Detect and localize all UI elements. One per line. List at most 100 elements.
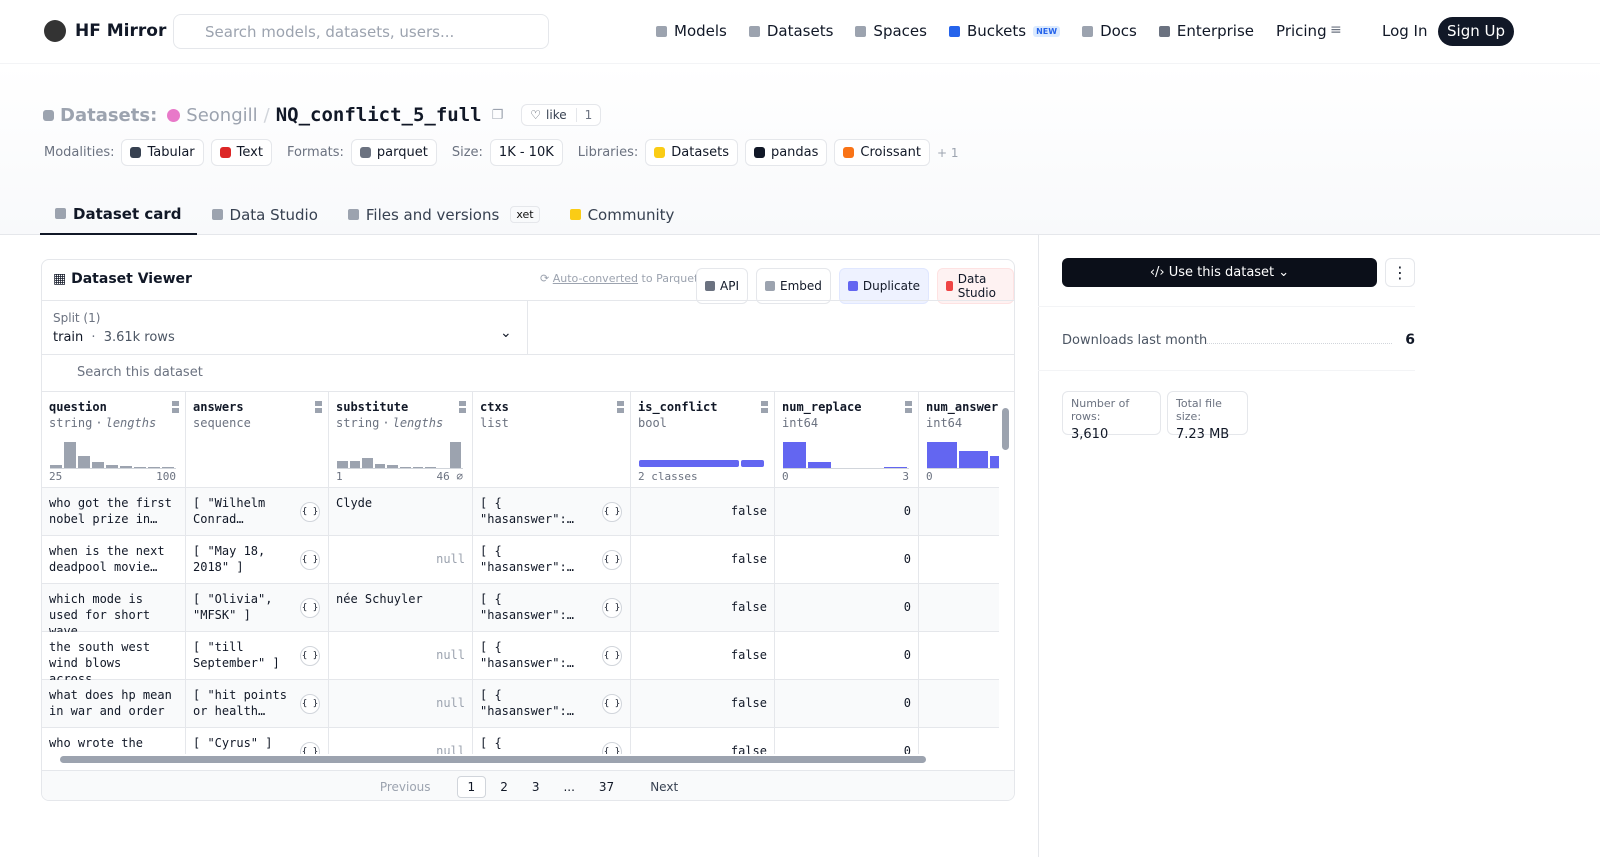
split-row: Split (1) train · 3.61k rows ⌄ xyxy=(42,300,1014,355)
hist-min: 2 classes xyxy=(638,470,698,483)
nav-link-text: Enterprise xyxy=(1176,22,1255,40)
rows-label: Number of rows: xyxy=(1071,397,1130,423)
table-cell: false xyxy=(631,728,775,754)
viewer-button[interactable]: Duplicate xyxy=(838,268,930,304)
tag-group-label: Size: xyxy=(451,145,483,160)
tag-text: Text xyxy=(236,145,263,160)
owner[interactable]: Seongill xyxy=(186,104,258,126)
viewer-button[interactable]: API xyxy=(696,268,748,304)
page-button[interactable]: 1 xyxy=(456,775,487,798)
page-button[interactable]: 3 xyxy=(531,779,540,794)
table-cell: what does hp mean in war and order xyxy=(42,680,186,728)
column-name: answers xyxy=(193,400,244,414)
tag[interactable]: Text xyxy=(210,139,272,166)
hist-bar xyxy=(450,442,461,468)
more-button[interactable]: ⋮ xyxy=(1385,258,1415,287)
hist-min: 25 xyxy=(49,470,63,483)
hist-bar xyxy=(808,462,832,468)
column-name: num_replace xyxy=(782,400,862,414)
hist-bar xyxy=(425,466,436,468)
nav-link[interactable]: Datasets xyxy=(748,22,833,40)
pager-nav[interactable]: Previous xyxy=(379,779,431,794)
json-button[interactable]: { } xyxy=(602,742,622,754)
table-cell: [ "hit points or health…{ } xyxy=(186,680,329,728)
json-button[interactable]: { } xyxy=(300,694,320,714)
table-cell: Clyde xyxy=(329,488,473,536)
tab-text: Data Studio xyxy=(229,205,318,224)
column-type-text: string xyxy=(336,416,380,430)
navbar: HF Mirror Search models, datasets, users… xyxy=(0,0,1600,64)
hist-bar xyxy=(883,466,907,468)
tag[interactable]: Croissant xyxy=(834,139,930,166)
use-button[interactable]: ‹/› Use this dataset ⌄ xyxy=(1062,258,1377,287)
tab[interactable]: Data Studio xyxy=(197,194,333,235)
hist-max: 46 ⌀ xyxy=(436,470,464,483)
more-tags[interactable]: + 1 xyxy=(936,145,959,160)
json-button[interactable]: { } xyxy=(602,646,622,666)
signup[interactable]: Sign Up xyxy=(1438,17,1514,46)
nav-icon xyxy=(855,25,867,37)
tag[interactable]: pandas xyxy=(744,139,828,166)
dot: · xyxy=(382,416,390,430)
column-name: question xyxy=(49,400,107,414)
nav-link[interactable]: Spaces xyxy=(855,22,927,40)
nav-link[interactable]: Buckets NEW xyxy=(948,22,1061,40)
json-button[interactable]: { } xyxy=(300,550,320,570)
tab[interactable]: Files and versions xet xyxy=(333,194,555,235)
viewer-button-icon xyxy=(764,281,775,291)
nav-icon xyxy=(1158,25,1170,37)
nav-link[interactable]: Models xyxy=(656,22,727,40)
table-cell: false xyxy=(631,584,775,632)
table-cell: [ { "hasanswer":…{ } xyxy=(473,584,631,632)
downloads-label: Downloads last month xyxy=(1062,333,1208,348)
nav-link[interactable]: Docs xyxy=(1082,22,1137,40)
search-box[interactable]: Search models, datasets, users... xyxy=(173,14,549,49)
login[interactable]: Log In xyxy=(1382,22,1428,40)
column-type-text: list xyxy=(480,416,509,430)
tag[interactable]: Tabular xyxy=(121,139,204,166)
json-button[interactable]: { } xyxy=(300,502,320,522)
separator: / xyxy=(263,104,270,126)
json-button[interactable]: { } xyxy=(300,646,320,666)
page-button[interactable]: 37 xyxy=(598,779,615,794)
size-card: Total file size: 7.23 MB xyxy=(1167,391,1248,442)
json-button[interactable]: { } xyxy=(300,598,320,618)
tab[interactable]: Community xyxy=(555,194,690,235)
json-button[interactable]: { } xyxy=(602,502,622,522)
brand[interactable]: HF Mirror xyxy=(75,21,167,41)
header: Datasets: Seongill / NQ_conflict_5_full … xyxy=(0,64,1600,235)
dataset-name[interactable]: NQ_conflict_5_full xyxy=(275,104,482,126)
tag[interactable]: Datasets xyxy=(645,139,738,166)
table-cell xyxy=(919,488,999,536)
tag[interactable]: parquet xyxy=(350,139,437,166)
split-select[interactable]: Split (1) train · 3.61k rows ⌄ xyxy=(42,301,528,355)
json-button[interactable]: { } xyxy=(602,598,622,618)
viewer-buttons: API Embed Duplicate Data Studio xyxy=(696,268,1014,304)
like-button[interactable]: ♡ like 1 xyxy=(521,104,602,126)
table-cell: 0 xyxy=(775,728,919,754)
hist-bar xyxy=(50,465,62,468)
page-button[interactable]: 2 xyxy=(500,779,508,794)
icon xyxy=(43,109,54,121)
table-cell: [ { "hasanswer":…{ } xyxy=(473,536,631,584)
viewer-button[interactable]: Data Studio xyxy=(937,268,1014,304)
page-button[interactable]: ... xyxy=(563,779,575,794)
viewer-button[interactable]: Embed xyxy=(755,268,831,304)
menu-icon[interactable]: ≡ xyxy=(1330,22,1342,38)
json-button[interactable]: { } xyxy=(602,694,622,714)
json-button[interactable]: { } xyxy=(300,742,320,754)
converted-link[interactable]: Auto-converted xyxy=(552,272,639,285)
tab[interactable]: Dataset card xyxy=(40,194,197,235)
column-header: question string · lengths 25 100 xyxy=(42,392,186,488)
json-button[interactable]: { } xyxy=(602,550,622,570)
sort-icon xyxy=(172,401,179,413)
like-count: 1 xyxy=(575,108,592,122)
tag-text: Tabular xyxy=(147,145,195,160)
column-name: substitute xyxy=(336,400,409,414)
nav-link[interactable]: Pricing xyxy=(1276,22,1327,40)
tag-icon xyxy=(219,147,231,158)
pager-nav[interactable]: Next xyxy=(650,779,679,794)
tag[interactable]: 1K - 10K xyxy=(489,139,563,166)
dataset-search[interactable]: Search this dataset xyxy=(42,355,1014,392)
nav-link[interactable]: Enterprise xyxy=(1158,22,1255,40)
